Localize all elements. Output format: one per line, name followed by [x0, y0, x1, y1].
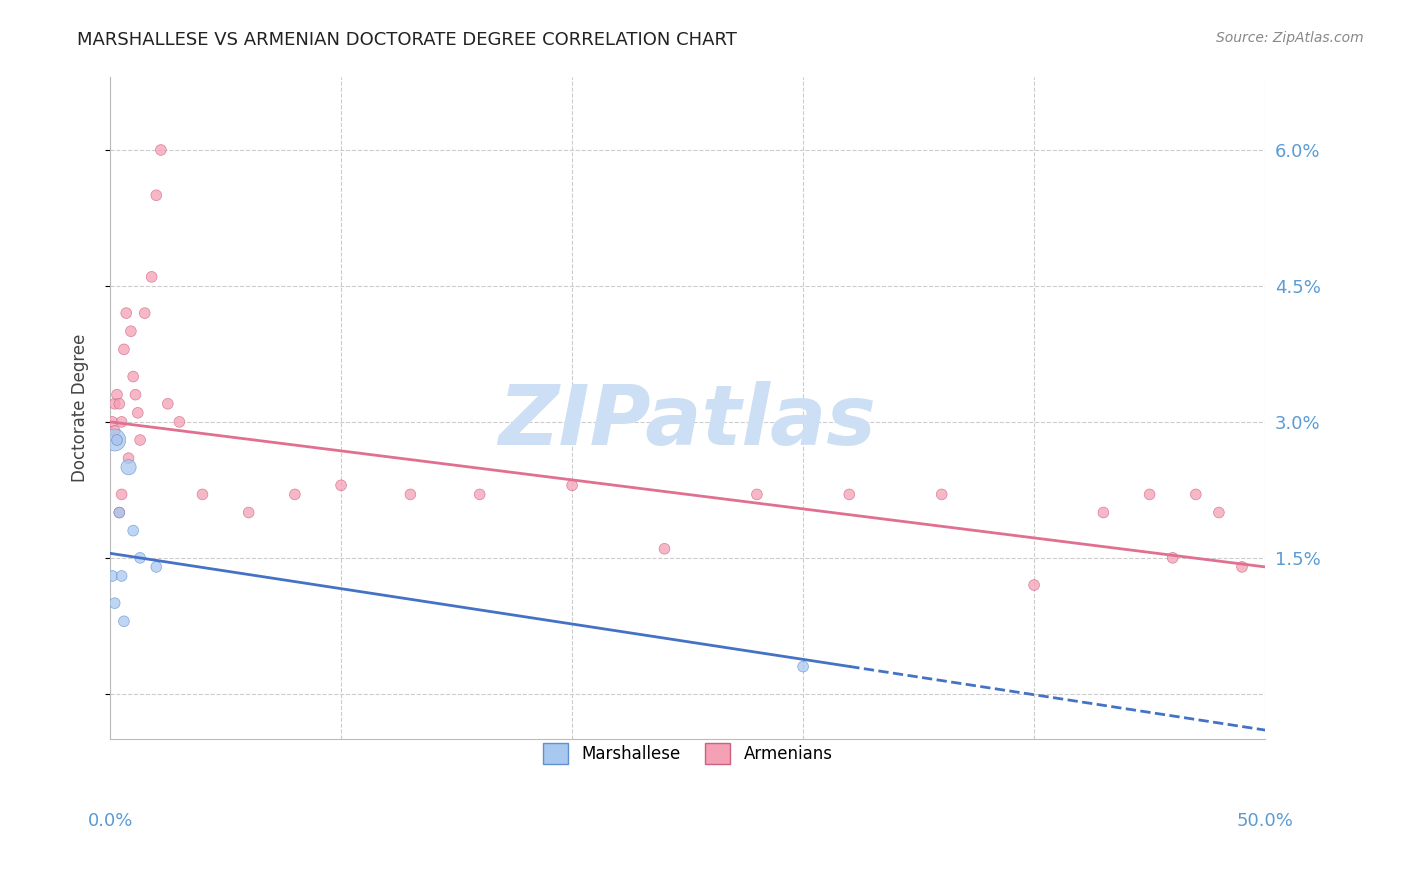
Point [104, 397, 127, 411]
Point [112, 615, 135, 629]
Point [129, 550, 152, 565]
Point [101, 569, 124, 583]
Point [1092, 506, 1115, 520]
Text: ZIPatlas: ZIPatlas [499, 381, 876, 462]
Point [112, 343, 135, 357]
Point [108, 397, 131, 411]
Text: 0.0%: 0.0% [87, 812, 132, 830]
Point [134, 306, 156, 320]
Point [149, 143, 172, 157]
Point [124, 387, 146, 401]
Point [145, 560, 167, 574]
Point [117, 451, 139, 466]
Point [931, 487, 953, 501]
Point [115, 306, 138, 320]
Text: 50.0%: 50.0% [1237, 812, 1294, 830]
Point [1161, 550, 1184, 565]
Point [468, 487, 491, 501]
Point [145, 188, 167, 202]
Text: MARSHALLESE VS ARMENIAN DOCTORATE DEGREE CORRELATION CHART: MARSHALLESE VS ARMENIAN DOCTORATE DEGREE… [77, 31, 737, 49]
Point [122, 369, 145, 384]
Point [169, 415, 191, 429]
Legend: Marshallese, Armenians: Marshallese, Armenians [536, 737, 839, 771]
Point [399, 487, 422, 501]
Point [1184, 487, 1206, 501]
Point [111, 415, 134, 429]
Point [1022, 578, 1045, 592]
Point [191, 487, 214, 501]
Point [238, 506, 260, 520]
Point [108, 506, 131, 520]
Point [1208, 506, 1230, 520]
Point [105, 433, 128, 447]
Point [105, 433, 128, 447]
Point [129, 433, 152, 447]
Point [1230, 560, 1253, 574]
Point [1139, 487, 1161, 501]
Point [101, 415, 124, 429]
Point [745, 487, 768, 501]
Point [120, 324, 142, 338]
Point [330, 478, 353, 492]
Text: Source: ZipAtlas.com: Source: ZipAtlas.com [1216, 31, 1364, 45]
Point [104, 433, 127, 447]
Point [792, 659, 814, 673]
Point [156, 397, 179, 411]
Point [111, 569, 134, 583]
Point [111, 487, 134, 501]
Point [108, 506, 131, 520]
Point [105, 387, 128, 401]
Point [838, 487, 860, 501]
Point [104, 596, 127, 610]
Point [104, 424, 127, 438]
Point [122, 524, 145, 538]
Point [117, 460, 139, 475]
Point [127, 406, 149, 420]
Y-axis label: Doctorate Degree: Doctorate Degree [72, 334, 89, 483]
Point [654, 541, 676, 556]
Point [561, 478, 583, 492]
Point [141, 269, 163, 284]
Point [284, 487, 307, 501]
